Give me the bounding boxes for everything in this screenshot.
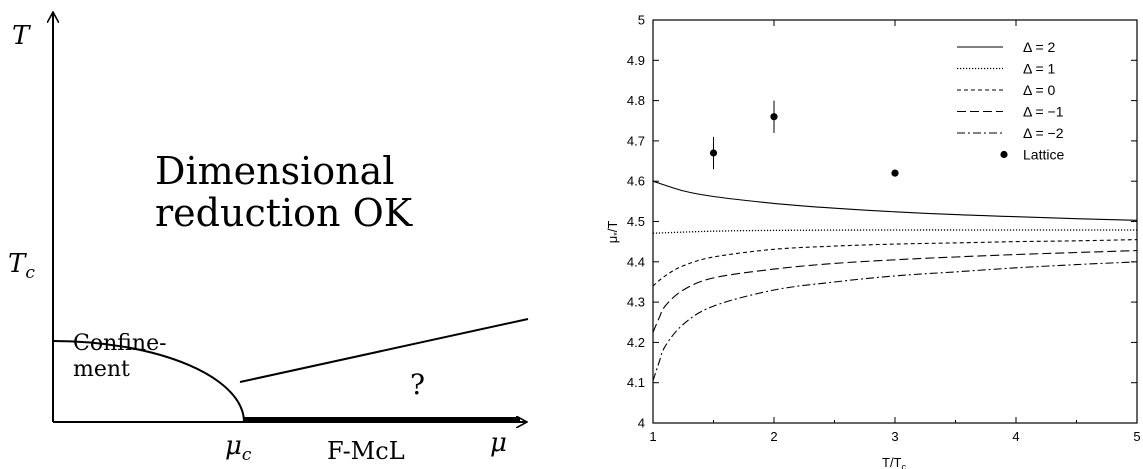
x-tick-label: 2 — [770, 429, 777, 444]
legend-lattice-marker — [1000, 150, 1008, 159]
series-line-3 — [652, 249, 1138, 333]
legend: Δ = 2 Δ = 1 Δ = 0 Δ = −1 Δ = −2 Lattice — [957, 39, 1064, 163]
legend-label: Δ = 1 — [1023, 61, 1056, 77]
legend-label: Δ = 2 — [1023, 39, 1056, 55]
y-tick-label: 4.8 — [627, 93, 645, 108]
legend-label: Lattice — [1023, 147, 1064, 163]
chart-y-axis-label: μ*/T — [605, 221, 622, 244]
region-dimensional-reduction: Dimensional reduction OK — [155, 149, 413, 235]
fmcl-label: F-McL — [327, 437, 405, 465]
y-tick-label: 4.1 — [627, 375, 645, 390]
chart-x-axis-label: T/Tc — [882, 455, 907, 469]
chart-ticks: 1 2 3 4 5 4 4.1 4.2 4.3 4.4 4.5 4.6 4.7 4.8 4.9 5 — [627, 13, 1141, 445]
x-tick-label: 5 — [1133, 429, 1140, 444]
y-tick-label: 4.6 — [627, 174, 645, 189]
legend-label: Δ = 0 — [1023, 82, 1056, 98]
y-tick-label: 4.7 — [627, 133, 645, 148]
series-line-1 — [652, 229, 1137, 234]
chart-series — [652, 180, 1138, 381]
y-tick-label: 4 — [638, 416, 645, 431]
y-tick-label: 4.9 — [627, 53, 645, 68]
lattice-point — [709, 149, 718, 157]
line-chart: 1 2 3 4 5 4 4.1 4.2 4.3 4.4 4.5 4.6 4.7 4.8 4.9 5 Δ = 2… — [605, 13, 1141, 469]
confinement-boundary — [52, 340, 245, 423]
y-tick-label: 4.4 — [627, 254, 645, 269]
chart-points — [709, 100, 899, 177]
y-tick-label: 4.3 — [627, 295, 645, 310]
plot-frame — [652, 19, 1138, 424]
y-tick-label: 4.5 — [627, 214, 645, 229]
region-confinement: Confine- ment — [73, 331, 174, 382]
region-unknown: ? — [410, 368, 425, 401]
legend-label: Δ = −1 — [1023, 104, 1064, 120]
x-axis-label: μ — [490, 428, 507, 458]
lattice-point — [891, 169, 899, 177]
x-tick-label: 3 — [891, 429, 898, 444]
mu-c-label: μc — [225, 431, 252, 465]
series-line-4 — [652, 261, 1138, 381]
transition-line — [239, 318, 529, 383]
tc-label: Tc — [8, 249, 35, 283]
y-tick-label: 4.2 — [627, 335, 645, 350]
y-tick-label: 5 — [638, 13, 645, 28]
lattice-point — [770, 113, 778, 121]
series-line-0 — [652, 180, 1138, 221]
series-line-2 — [652, 239, 1138, 287]
x-tick-label: 4 — [1012, 429, 1019, 444]
legend-label: Δ = −2 — [1023, 125, 1064, 141]
x-tick-label: 1 — [649, 429, 656, 444]
phase-diagram: T Tc Dimensional reduction OK Confine- m… — [8, 12, 529, 465]
y-axis-label: T — [12, 21, 31, 51]
